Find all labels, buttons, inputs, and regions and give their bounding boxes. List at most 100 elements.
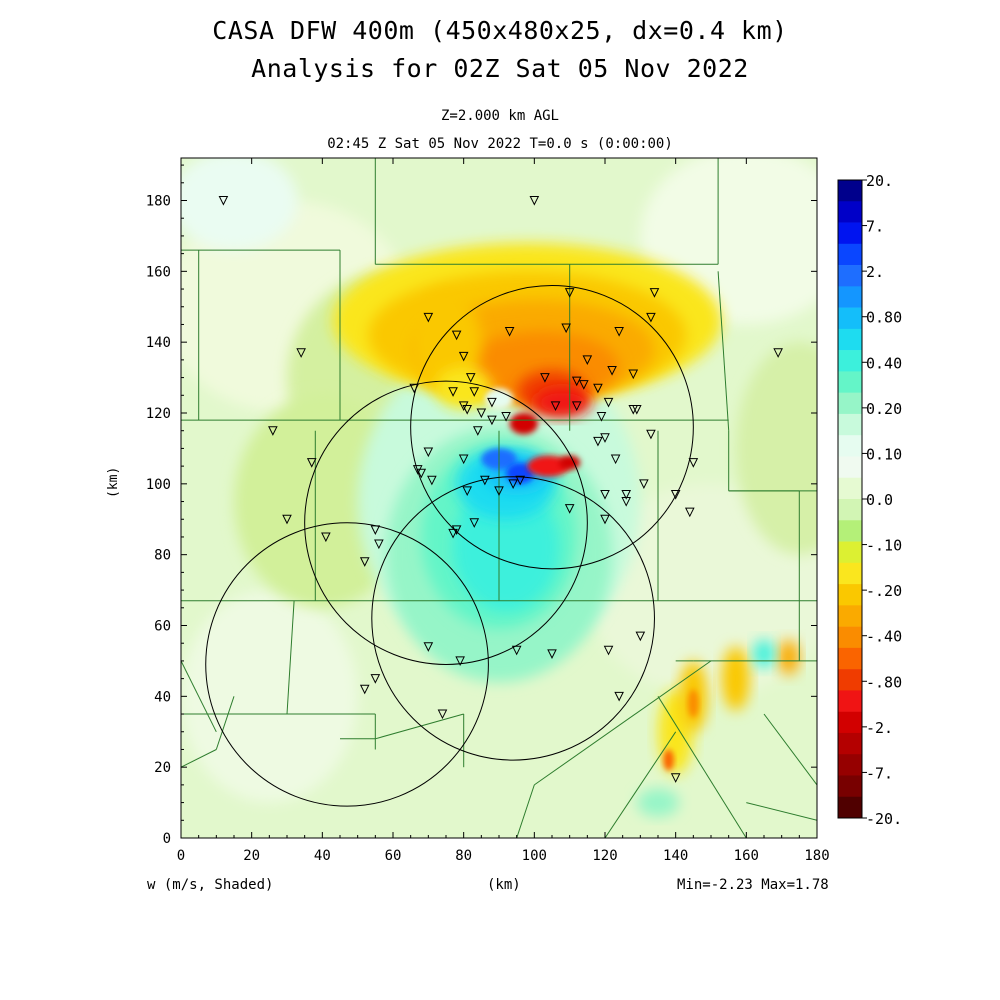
station-marker [603,397,614,408]
station-marker [600,433,610,443]
station-marker [494,486,504,497]
field-blob [181,590,358,803]
station-marker [600,489,610,500]
colorbar-swatch [838,541,862,564]
station-marker [423,312,434,323]
min-max-label: Min=-2.23 Max=1.78 [677,877,829,893]
station-marker [218,196,229,206]
variable-label: w (m/s, Shaded) [147,877,274,893]
colorbar-swatch [838,413,862,436]
station-marker [564,288,575,298]
colorbar-label: 20. [866,172,893,190]
y-tick-label: 140 [146,335,171,351]
field-blob [721,646,750,711]
station-marker [469,518,480,528]
field-blob [534,388,591,417]
x-tick-label: 100 [522,848,547,864]
station-marker [451,330,462,341]
station-marker [458,351,469,362]
station-marker [374,539,384,550]
radar-range-ring [371,476,655,761]
station-marker [593,383,603,394]
colorbar-swatch [838,180,862,202]
colorbar-swatch [838,222,862,245]
station-marker [487,415,497,426]
station-marker [268,426,278,436]
colorbar-swatch [838,711,862,734]
colorbar-swatch [838,690,862,712]
field-core [509,413,538,435]
county-boundary [375,713,464,740]
station-marker [529,196,540,206]
station-marker [571,376,582,387]
colorbar-label: 0.80 [866,309,902,327]
colorbar-swatch [838,499,862,521]
colorbar-label: 7. [866,218,884,236]
y-tick-label: 120 [146,406,171,422]
county-boundary [286,600,295,715]
valid-time-label: 02:45 Z Sat 05 Nov 2022 T=0.0 s (0:00:00… [327,136,673,152]
station-marker [688,458,699,468]
station-marker [684,507,695,518]
colorbar-swatch [838,669,862,691]
station-marker [451,525,462,535]
field-core [559,455,581,470]
colorbar-label: -2. [866,719,893,737]
field-blob [453,483,560,612]
county-boundary [746,802,817,821]
colorbar-swatch [838,371,862,393]
station-marker [370,525,381,535]
station-marker [631,404,642,415]
radar-range-ring [205,522,489,807]
colorbar-label: -20. [866,810,902,828]
colorbar-label: 2. [866,263,884,281]
y-tick-label: 60 [154,619,171,635]
station-marker [561,323,571,334]
station-marker [614,327,624,337]
county-boundary [604,731,677,838]
station-marker [547,649,557,659]
colorbar-swatch [838,328,862,351]
level-label: Z=2.000 km AGL [440,108,559,124]
station-marker [487,397,497,408]
y-tick-label: 180 [146,194,171,210]
colorbar-swatch [838,350,862,372]
station-marker [472,426,483,436]
colorbar-label: 0.20 [866,400,902,418]
station-marker [504,327,515,337]
station-marker [639,479,649,489]
station-marker [448,387,458,397]
x-tick-label: 80 [455,848,472,864]
station-marker [508,479,518,489]
station-marker [670,489,681,500]
county-boundary [181,660,217,733]
station-marker [621,497,632,507]
radar-range-ring [410,285,694,570]
x-tick-label: 140 [663,848,688,864]
x-axis-label: (km) [487,877,521,893]
station-marker [635,631,646,642]
colorbar-label: -.80 [866,673,902,691]
station-marker [578,380,589,390]
station-marker [427,475,437,486]
x-tick-label: 40 [314,848,331,864]
station-marker [409,383,420,394]
station-marker [610,454,621,465]
station-marker [564,504,575,514]
station-marker [282,514,292,525]
colorbar-swatch [838,605,862,627]
y-tick-label: 100 [146,477,171,493]
x-tick-label: 20 [243,848,260,864]
colorbar-swatch [838,796,862,819]
station-marker [600,514,610,525]
colorbar-swatch [838,562,862,585]
colorbar-label: -.20 [866,582,902,600]
station-marker [359,557,370,567]
x-tick-label: 160 [734,848,759,864]
county-boundary [763,713,817,786]
station-marker [550,401,561,412]
station-marker [649,288,660,298]
colorbar-swatch [838,392,862,415]
colorbar-swatch [838,265,862,287]
